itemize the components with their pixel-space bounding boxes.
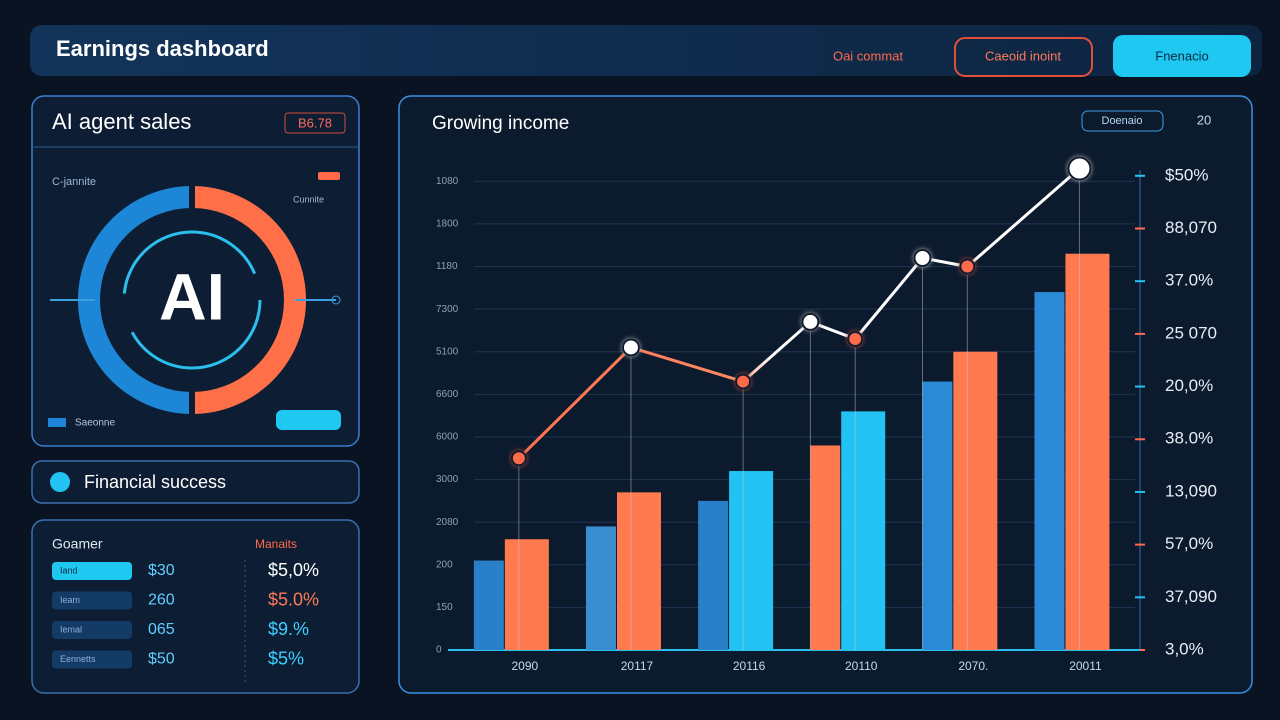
chart-button[interactable] (1081, 110, 1164, 132)
plot: 0 150 200 2080 3000 6000 6600 5100 7300 1180 1800 1… (436, 156, 1217, 673)
chart-button-label[interactable]: Doenaio (1102, 115, 1143, 127)
line-point (621, 338, 640, 357)
inner-ring (122, 230, 262, 370)
primary-button[interactable] (1113, 35, 1251, 77)
row-label: Ieam (60, 595, 80, 605)
x-tick-label: 20117 (621, 659, 654, 673)
y-tick-label: 150 (436, 602, 453, 613)
outline-button-label[interactable]: Caeoid inoint (985, 48, 1061, 63)
y2-tick-label: 57,0% (1165, 534, 1213, 553)
indicator (318, 172, 340, 180)
row-label: Iemal (60, 624, 82, 634)
table-header: Goamer (52, 536, 103, 552)
header-title: Earnings dashboard (56, 36, 269, 61)
panel-title: AI agent sales (52, 109, 191, 134)
y2-tick-label: 25 070 (1165, 323, 1217, 342)
legend-swatch (48, 418, 66, 427)
bar (953, 351, 998, 650)
bar (698, 500, 729, 650)
y-tick-label: 1800 (436, 219, 459, 230)
y-tick-label: 2080 (436, 517, 459, 528)
y2-tick-label: 20,0% (1165, 376, 1213, 395)
bar (841, 411, 886, 650)
y-tick-label: 0 (436, 645, 442, 656)
line-point (735, 373, 752, 390)
y-tick-label: 3000 (436, 474, 459, 485)
y-tick-label: 200 (436, 559, 453, 570)
y-tick-label: 6000 (436, 432, 459, 443)
row-pill (52, 562, 132, 580)
outline-button[interactable] (954, 37, 1093, 77)
label: C-jannite (52, 176, 96, 188)
chart-title: Growing income (432, 113, 569, 134)
y-tick-label: 6600 (436, 389, 459, 400)
line-point (801, 312, 820, 331)
y2-tick-label: $50% (1165, 165, 1208, 184)
row-label: Eennetts (60, 654, 96, 664)
y-tick-label: 7300 (436, 304, 459, 315)
y2-tick-label: 13,090 (1165, 481, 1217, 500)
pill-button[interactable] (276, 410, 341, 430)
primary-button-label[interactable]: Fnenacio (1155, 48, 1208, 63)
row-value: $50 (148, 651, 175, 668)
status-dot (50, 472, 70, 492)
sublabel: Cunnite (293, 194, 324, 204)
x-tick-label: 20110 (845, 659, 878, 673)
y-tick-label: 1180 (436, 261, 458, 272)
y2-tick-label: 38.0% (1165, 429, 1213, 448)
row-change: $9.% (268, 619, 309, 639)
badge (284, 112, 346, 134)
y2-tick-label: 3,0% (1165, 639, 1204, 658)
row-label: Iand (60, 565, 78, 575)
badge-label: B6.78 (298, 115, 332, 130)
connector-dot (331, 295, 341, 305)
line-point (913, 249, 932, 267)
chart-corner: 20 (1197, 112, 1211, 127)
bar (585, 526, 616, 650)
bar (1065, 253, 1110, 650)
row-value: $30 (148, 562, 175, 579)
row-value: 260 (148, 592, 175, 609)
y2-tick-label: 88,070 (1165, 218, 1217, 237)
row-pill (52, 650, 132, 669)
row-value: 065 (148, 621, 175, 638)
success-panel (31, 460, 360, 504)
line-point (959, 258, 976, 275)
bar (504, 539, 549, 650)
bar (729, 471, 774, 650)
donut-right (191, 186, 306, 414)
line-point (510, 450, 527, 467)
line-point (1067, 156, 1092, 181)
y-tick-label: 1080 (436, 176, 459, 187)
row-change: $5,0% (268, 560, 319, 580)
y2-tick-label: 37.0% (1165, 271, 1213, 290)
row-change: $5% (268, 648, 304, 668)
y-tick-label: 5100 (436, 346, 459, 357)
table-rows: Iand $30 $5,0% Ieam 260 $5.0% Iemal 065 $9.% Eenn… (52, 560, 319, 669)
row-pill (52, 621, 132, 639)
row-change: $5.0% (268, 589, 319, 609)
bar (810, 445, 841, 650)
table-header: Manaits (255, 537, 297, 551)
row-pill (52, 591, 132, 610)
line-point (847, 330, 864, 347)
legend-label: Saeonne (75, 418, 115, 429)
y2-tick-label: 37,090 (1165, 587, 1217, 606)
donut-center: AI (159, 259, 225, 333)
bar (1034, 292, 1065, 650)
x-tick-label: 20011 (1069, 659, 1102, 673)
bar (616, 492, 661, 650)
bar (922, 381, 953, 650)
x-tick-label: 20116 (733, 659, 766, 673)
x-tick-label: 2070. (958, 659, 988, 673)
panel-title: Financial success (84, 472, 226, 492)
bar (473, 560, 504, 650)
x-tick-label: 2090 (511, 659, 538, 673)
header-link[interactable]: Oai commat (833, 48, 903, 63)
